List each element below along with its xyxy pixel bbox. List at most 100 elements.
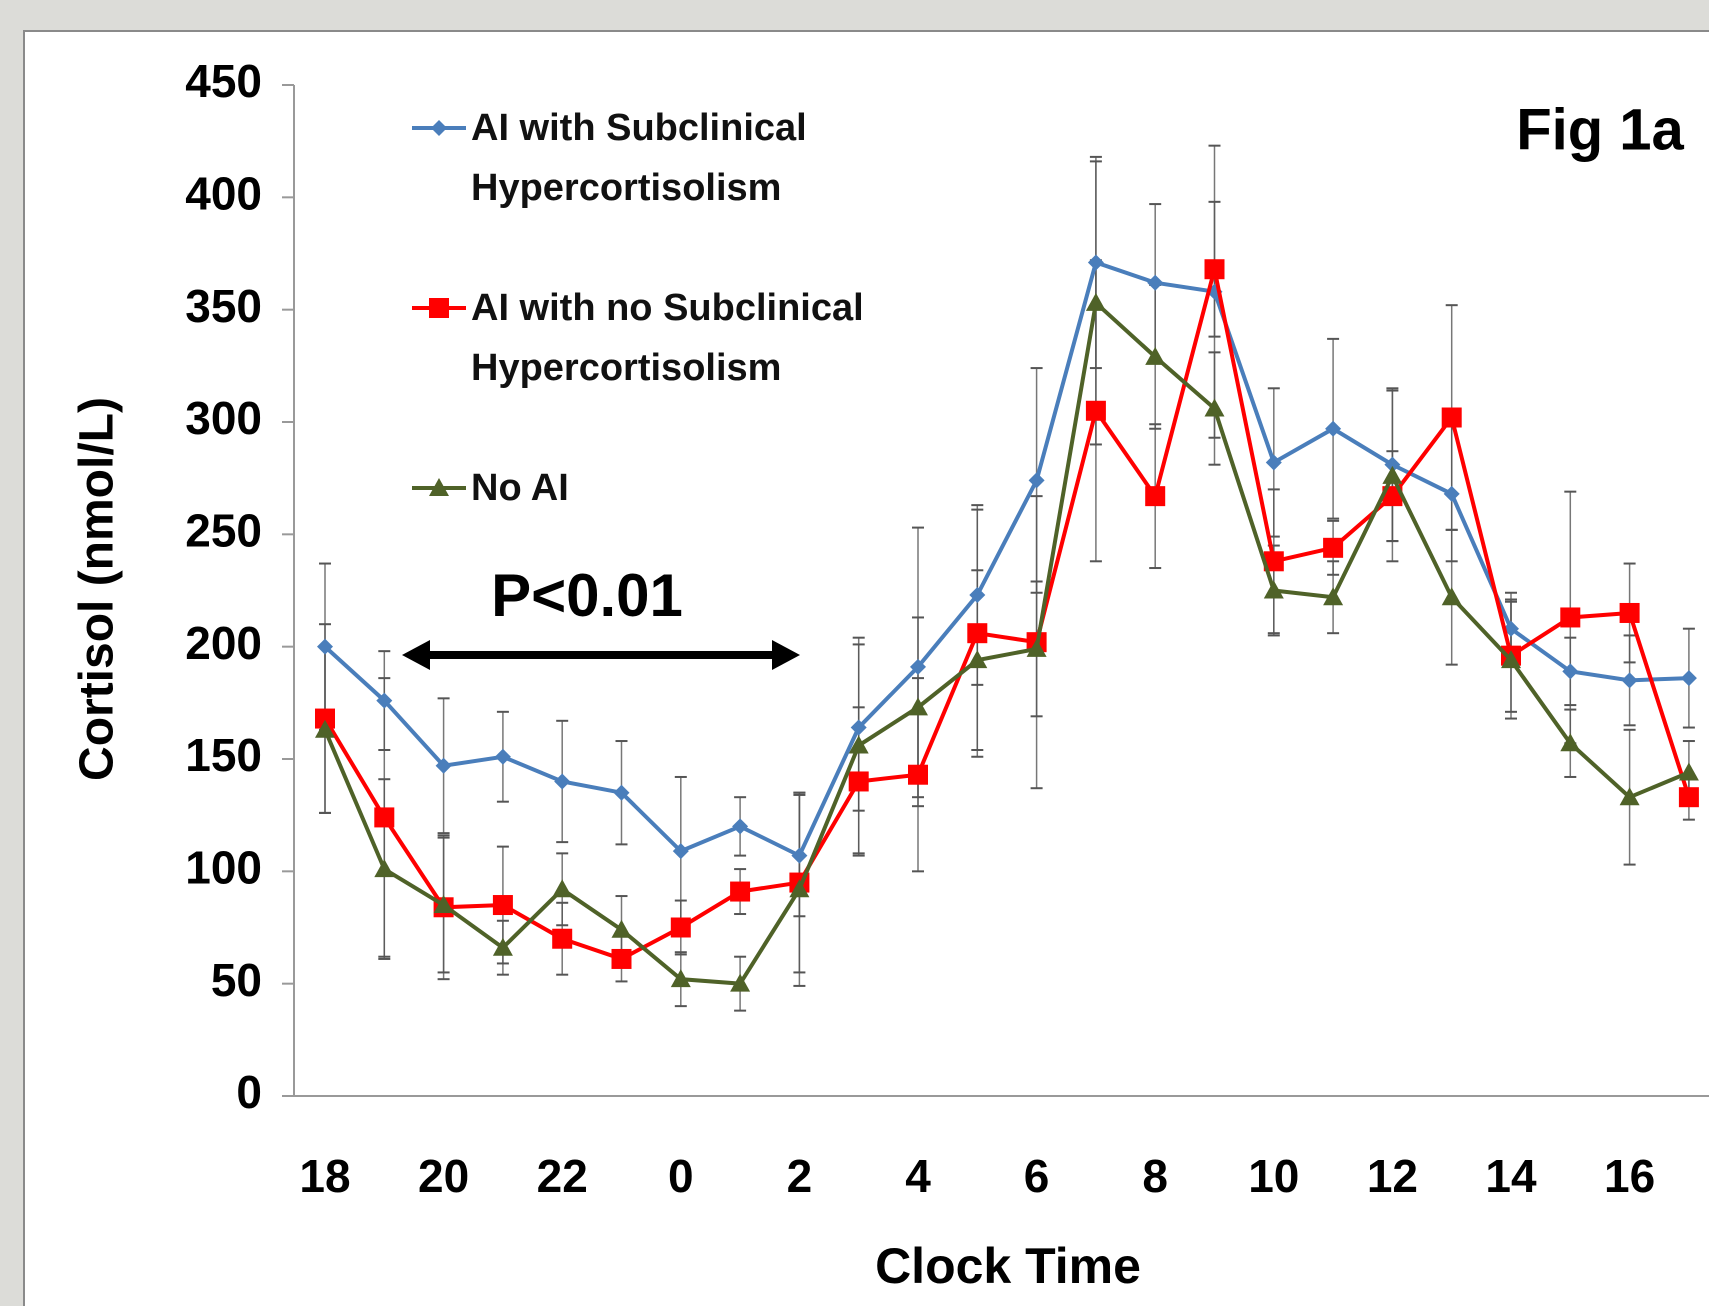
marker: [1265, 454, 1282, 471]
x-axis-title: Clock Time: [875, 1238, 1141, 1294]
x-tick-label: 22: [537, 1150, 588, 1202]
marker: [1325, 420, 1342, 437]
marker: [1028, 472, 1045, 489]
x-tick-label: 14: [1485, 1150, 1537, 1202]
marker: [315, 719, 335, 738]
x-tick-label: 6: [1024, 1150, 1050, 1202]
marker: [1026, 638, 1047, 657]
marker: [429, 298, 449, 318]
marker: [435, 757, 452, 774]
y-tick-label: 450: [185, 55, 262, 107]
legend-label: AI with no Subclinical Hypercortisolism: [471, 287, 864, 389]
x-tick-label: 2: [787, 1150, 813, 1202]
marker: [1562, 663, 1579, 680]
marker: [1085, 400, 1106, 421]
marker: [791, 847, 808, 864]
marker: [554, 773, 571, 790]
y-tick-label: 100: [185, 841, 262, 893]
marker: [1382, 486, 1403, 507]
x-tick-label: 20: [418, 1150, 469, 1202]
marker: [315, 708, 335, 729]
marker: [1204, 398, 1225, 417]
marker: [1621, 672, 1638, 689]
legend-label: No AI: [471, 467, 569, 509]
marker: [1085, 292, 1106, 311]
marker: [1087, 254, 1104, 271]
marker: [374, 859, 395, 878]
marker: [1441, 407, 1462, 428]
marker: [969, 586, 986, 603]
y-tick-label: 250: [185, 504, 262, 556]
marker: [1441, 587, 1462, 606]
marker: [1560, 733, 1581, 752]
marker: [789, 879, 810, 898]
marker: [908, 697, 928, 716]
marker: [1145, 486, 1166, 507]
marker: [613, 784, 630, 801]
marker: [552, 879, 573, 898]
marker: [376, 692, 393, 709]
x-tick-label: 18: [299, 1150, 350, 1202]
marker: [1678, 762, 1699, 781]
marker: [670, 917, 691, 938]
series-line: [323, 298, 1690, 986]
marker: [670, 969, 691, 988]
marker: [730, 881, 751, 902]
marker: [492, 895, 513, 916]
y-tick-label: 150: [185, 729, 262, 781]
marker: [910, 658, 926, 675]
marker: [317, 638, 333, 655]
series-line: [323, 259, 1689, 859]
marker: [1204, 259, 1225, 280]
y-tick-label: 50: [211, 954, 262, 1006]
annotation: P<0.01: [491, 562, 683, 629]
marker: [730, 973, 751, 992]
x-tick-label: 12: [1367, 1150, 1418, 1202]
marker: [1619, 787, 1640, 806]
marker: [433, 895, 454, 914]
marker: [431, 120, 447, 136]
marker: [1443, 485, 1460, 502]
marker: [1384, 456, 1401, 473]
significance-arrow: [402, 640, 800, 670]
marker: [1680, 670, 1697, 687]
marker: [492, 937, 513, 956]
marker: [1678, 787, 1699, 808]
marker: [1560, 607, 1581, 628]
legend-label: AI with Subclinical Hypercortisolism: [471, 107, 807, 209]
y-tick-label: 200: [185, 617, 262, 669]
chart-title: Fig 1a: [1516, 97, 1684, 162]
marker: [1382, 465, 1403, 484]
y-tick-label: 400: [185, 167, 262, 219]
marker: [1619, 602, 1640, 623]
marker: [967, 623, 988, 644]
marker: [1501, 650, 1521, 669]
marker: [967, 650, 988, 669]
marker: [848, 735, 869, 754]
marker: [908, 764, 928, 785]
marker: [611, 948, 632, 969]
marker: [1145, 346, 1166, 365]
marker: [429, 478, 449, 496]
marker: [848, 771, 869, 792]
marker: [552, 928, 573, 949]
x-tick-label: 8: [1142, 1150, 1168, 1202]
x-tick-label: 0: [668, 1150, 694, 1202]
x-tick-label: 16: [1604, 1150, 1655, 1202]
marker: [732, 818, 749, 835]
marker: [1323, 587, 1344, 606]
marker: [850, 719, 867, 736]
marker: [1263, 580, 1284, 599]
panel: [23, 30, 1709, 1306]
y-axis-title: Cortisol (nmol/L): [71, 397, 124, 781]
marker: [374, 807, 395, 828]
y-tick-label: 300: [185, 392, 262, 444]
marker: [494, 748, 511, 765]
marker: [672, 843, 689, 860]
y-tick-label: 0: [236, 1066, 262, 1118]
marker: [1147, 274, 1164, 291]
x-tick-label: 10: [1248, 1150, 1299, 1202]
y-tick-label: 350: [185, 280, 262, 332]
